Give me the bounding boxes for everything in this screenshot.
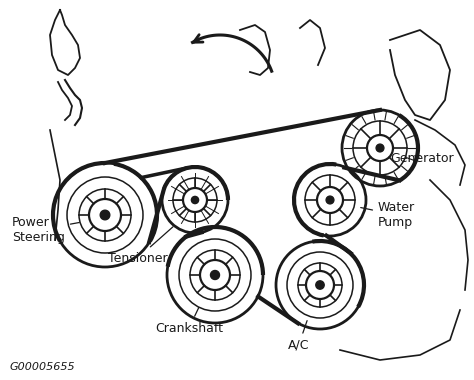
Circle shape [191,196,199,204]
Circle shape [316,281,324,289]
Text: Crankshaft: Crankshaft [155,307,223,334]
Text: Power
Steering: Power Steering [12,216,79,244]
Circle shape [100,210,110,220]
Text: Tensioner: Tensioner [108,227,173,264]
Text: Water
Pump: Water Pump [361,201,415,229]
Text: Generator: Generator [390,152,454,165]
Circle shape [376,144,384,152]
Circle shape [210,271,219,280]
Circle shape [326,196,334,204]
Text: G00005655: G00005655 [10,362,76,372]
Text: A/C: A/C [288,321,310,352]
